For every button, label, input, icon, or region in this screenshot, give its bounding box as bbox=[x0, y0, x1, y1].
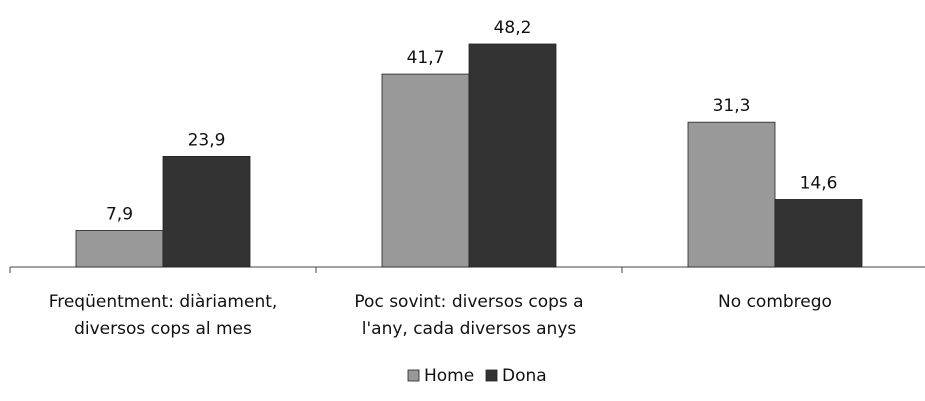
data-label-dona-1: 48,2 bbox=[494, 18, 532, 38]
data-label-home-0: 7,9 bbox=[106, 204, 133, 224]
bar-home-1 bbox=[381, 73, 470, 268]
legend-label-home: Home bbox=[424, 366, 474, 386]
bar-dona-1 bbox=[468, 43, 557, 268]
category-label-0: diversos cops al mes bbox=[74, 319, 252, 339]
bar-dona-0 bbox=[162, 156, 251, 268]
legend-swatch-home bbox=[407, 369, 420, 382]
bar-home-2 bbox=[687, 121, 776, 268]
category-label-1: l'any, cada diversos anys bbox=[362, 319, 577, 339]
category-label-0: Freqüentment: diàriament, bbox=[49, 292, 278, 312]
data-label-dona-0: 23,9 bbox=[188, 130, 226, 150]
category-label-1: Poc sovint: diversos cops a bbox=[354, 292, 583, 312]
data-label-home-2: 31,3 bbox=[713, 96, 751, 116]
bar-home-0 bbox=[75, 230, 164, 268]
bar-dona-2 bbox=[774, 199, 863, 268]
data-label-dona-2: 14,6 bbox=[800, 173, 838, 193]
data-label-home-1: 41,7 bbox=[407, 48, 445, 68]
legend-label-dona: Dona bbox=[502, 366, 547, 386]
category-label-2: No combrego bbox=[718, 292, 832, 312]
legend-swatch-dona bbox=[485, 369, 498, 382]
